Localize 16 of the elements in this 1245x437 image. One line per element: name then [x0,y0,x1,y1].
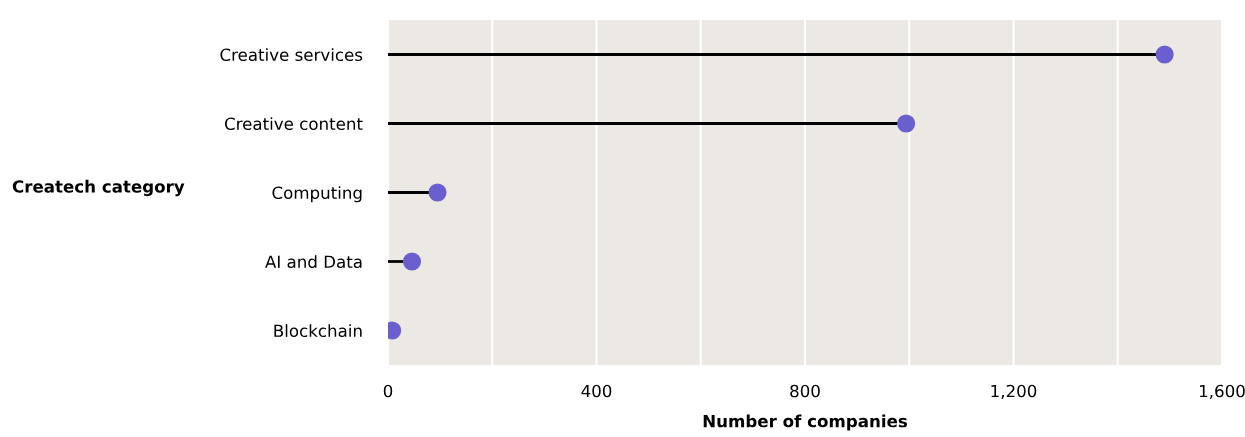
point [402,252,422,271]
point [428,183,447,202]
y-axis-title: Createch category [12,179,185,197]
point [897,114,916,133]
x-tick-label: 800 [790,384,820,398]
x-tick-label: 400 [581,384,612,398]
x-tick-label: 0 [383,384,393,398]
x-axis-title: Number of companies [703,414,908,431]
y-tick-label: Computing [272,186,362,203]
point [1155,45,1174,64]
y-tick-label: Creative services [220,48,363,62]
x-tick-label: 1,200 [991,384,1037,400]
y-tick-label: Blockchain [274,324,362,338]
y-tick-label: Creative content [224,117,363,131]
y-tick-label: AI and Data [265,255,362,269]
x-tick-label: 1,600 [1199,384,1245,400]
